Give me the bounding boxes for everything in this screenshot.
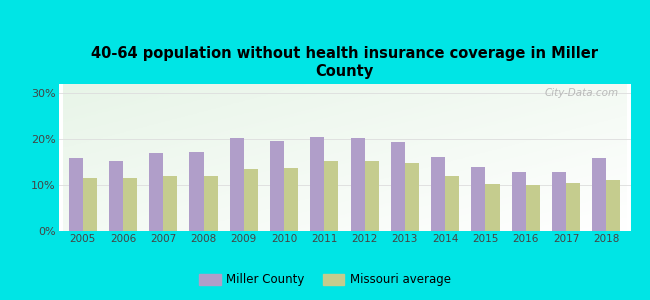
Bar [123,178,137,231]
Bar [324,161,339,231]
Bar [203,176,218,231]
Bar [431,157,445,231]
Bar [83,178,97,231]
Bar [350,138,365,231]
Bar [284,168,298,231]
Bar [391,142,405,231]
Bar [229,138,244,231]
Bar [310,137,324,231]
Title: 40-64 population without health insurance coverage in Miller
County: 40-64 population without health insuranc… [91,46,598,79]
Bar [445,176,460,231]
Bar [405,163,419,231]
Legend: Miller County, Missouri average: Miller County, Missouri average [194,269,456,291]
Bar [512,172,526,231]
Bar [592,158,606,231]
Bar [526,184,540,231]
Bar [270,141,284,231]
Text: City-Data.com: City-Data.com [545,88,619,98]
Bar [244,169,258,231]
Bar [486,184,500,231]
Bar [163,176,177,231]
Bar [365,161,379,231]
Bar [68,158,83,231]
Bar [471,167,486,231]
Bar [149,153,163,231]
Bar [606,180,621,231]
Bar [566,183,580,231]
Bar [189,152,203,231]
Bar [552,172,566,231]
Bar [109,161,123,231]
